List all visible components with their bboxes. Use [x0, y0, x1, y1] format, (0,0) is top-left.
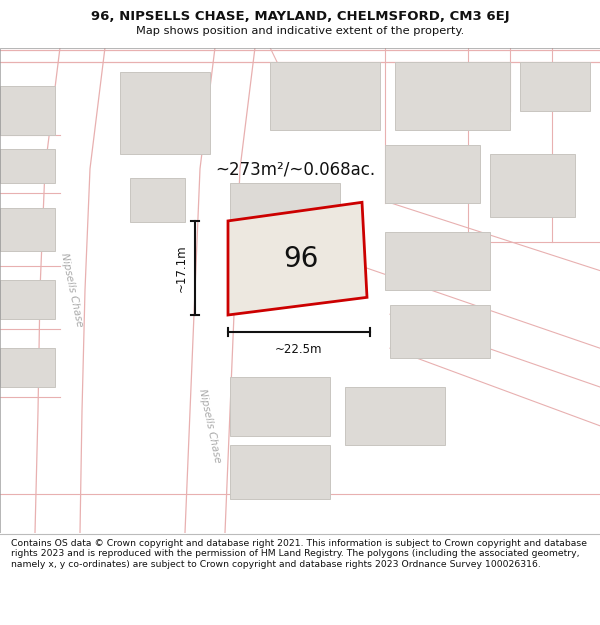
Polygon shape: [130, 179, 185, 222]
Text: ~273m²/~0.068ac.: ~273m²/~0.068ac.: [215, 161, 375, 179]
Polygon shape: [0, 149, 55, 183]
Polygon shape: [0, 348, 55, 387]
Text: ~17.1m: ~17.1m: [175, 244, 188, 292]
Polygon shape: [490, 154, 575, 218]
Polygon shape: [395, 62, 510, 130]
Polygon shape: [0, 280, 55, 319]
Polygon shape: [120, 72, 210, 154]
Text: Contains OS data © Crown copyright and database right 2021. This information is : Contains OS data © Crown copyright and d…: [11, 539, 587, 569]
Polygon shape: [238, 214, 338, 302]
Polygon shape: [390, 304, 490, 358]
Polygon shape: [0, 86, 55, 135]
Polygon shape: [230, 183, 340, 271]
Text: Map shows position and indicative extent of the property.: Map shows position and indicative extent…: [136, 26, 464, 36]
Text: 96: 96: [284, 245, 319, 273]
Polygon shape: [228, 202, 367, 315]
Text: Nipsells Chase: Nipsells Chase: [59, 252, 85, 328]
Polygon shape: [520, 62, 590, 111]
Text: Nipsells Chase: Nipsells Chase: [197, 388, 223, 464]
Polygon shape: [0, 208, 55, 251]
Polygon shape: [385, 232, 490, 290]
Polygon shape: [230, 445, 330, 499]
Text: 96, NIPSELLS CHASE, MAYLAND, CHELMSFORD, CM3 6EJ: 96, NIPSELLS CHASE, MAYLAND, CHELMSFORD,…: [91, 11, 509, 24]
Polygon shape: [270, 62, 380, 130]
Polygon shape: [385, 144, 480, 202]
Polygon shape: [230, 378, 330, 436]
Text: ~22.5m: ~22.5m: [275, 343, 323, 356]
Polygon shape: [345, 387, 445, 445]
